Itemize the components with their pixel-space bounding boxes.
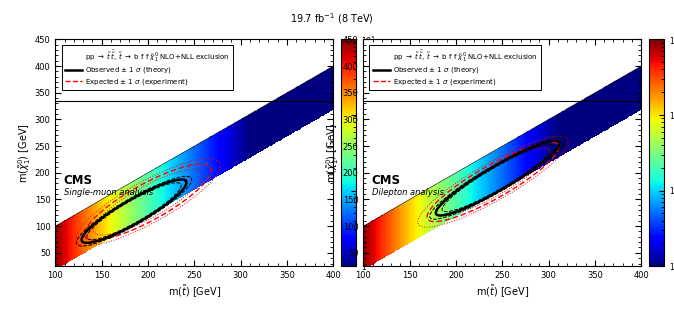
X-axis label: m($\tilde{t}$) [GeV]: m($\tilde{t}$) [GeV] [168, 283, 221, 300]
Legend: pp $\rightarrow$ $\tilde{t}\,\bar{\tilde{t}}$, $\tilde{t}$ $\rightarrow$ b f f $: pp $\rightarrow$ $\tilde{t}\,\bar{\tilde… [61, 45, 233, 90]
X-axis label: m($\tilde{t}$) [GeV]: m($\tilde{t}$) [GeV] [476, 283, 529, 300]
Text: Single-muon analysis: Single-muon analysis [63, 188, 153, 197]
Text: Dilepton analysis: Dilepton analysis [371, 188, 443, 197]
Y-axis label: m($\tilde{\chi}^{0}_{1}$) [GeV]: m($\tilde{\chi}^{0}_{1}$) [GeV] [324, 123, 341, 183]
Text: 19.7 fb$^{-1}$ (8 TeV): 19.7 fb$^{-1}$ (8 TeV) [290, 11, 373, 26]
Y-axis label: 95% CL upper limit on cross section [pb]: 95% CL upper limit on cross section [pb] [378, 85, 385, 220]
Legend: pp $\rightarrow$ $\tilde{t}\,\bar{\tilde{t}}$, $\tilde{t}$ $\rightarrow$ b f f $: pp $\rightarrow$ $\tilde{t}\,\bar{\tilde… [369, 45, 541, 90]
Text: CMS: CMS [63, 174, 92, 187]
Text: CMS: CMS [371, 174, 400, 187]
Y-axis label: m($\tilde{\chi}^{0}_{1}$) [GeV]: m($\tilde{\chi}^{0}_{1}$) [GeV] [16, 123, 33, 183]
